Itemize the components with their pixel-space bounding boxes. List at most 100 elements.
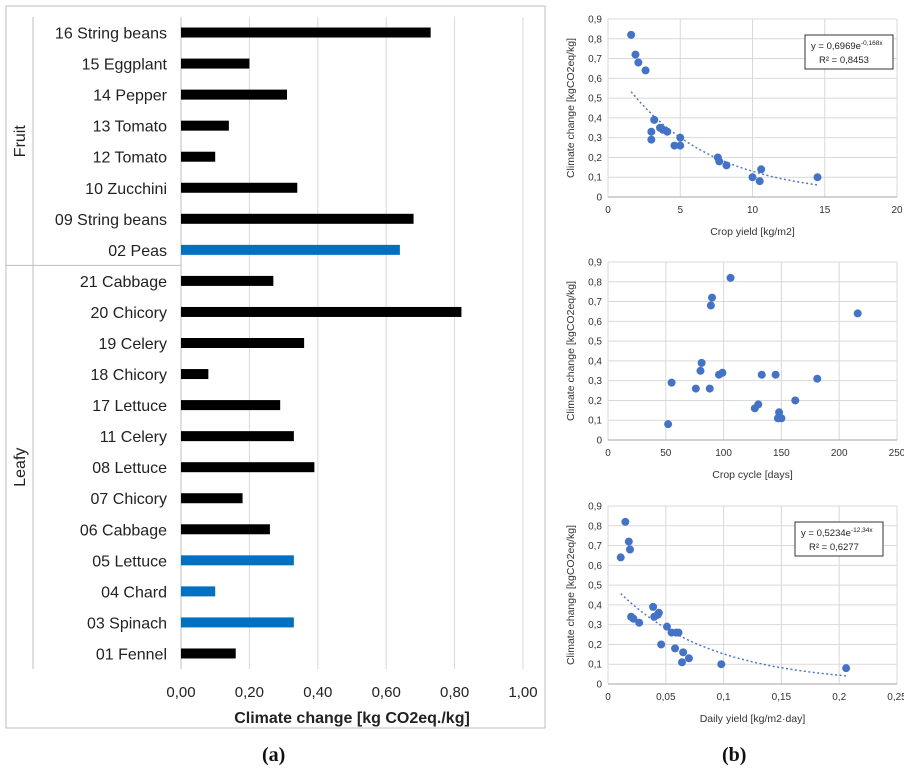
data-point bbox=[625, 545, 634, 554]
x-tick-label: 0,40 bbox=[303, 684, 332, 701]
data-point bbox=[663, 127, 672, 136]
data-point bbox=[621, 517, 630, 526]
y-tick-label: 0,7 bbox=[588, 54, 602, 65]
x-tick-label: 200 bbox=[831, 448, 848, 459]
data-point bbox=[813, 173, 822, 182]
x-tick-label: 250 bbox=[889, 448, 904, 459]
data-point bbox=[670, 141, 679, 150]
category-label: 06 Cabbage bbox=[80, 522, 167, 539]
data-point bbox=[616, 553, 625, 562]
bar bbox=[181, 244, 400, 255]
x-axis-title: Crop yield [kg/m2] bbox=[710, 226, 795, 238]
data-point bbox=[667, 378, 676, 387]
x-tick-label: 0,00 bbox=[166, 684, 195, 701]
data-point bbox=[726, 273, 735, 282]
chart-frame bbox=[5, 5, 546, 729]
y-axis-title: Climate change [kgCO2eq/kg] bbox=[565, 281, 577, 421]
data-point bbox=[662, 622, 671, 631]
trendline-equation: y = 0,5234e-12,34x bbox=[801, 527, 873, 539]
data-point bbox=[641, 66, 650, 75]
bar bbox=[181, 462, 315, 473]
category-label: 15 Eggplant bbox=[82, 57, 168, 74]
x-tick-label: 0,05 bbox=[656, 692, 676, 703]
x-tick-label: 0,25 bbox=[887, 692, 904, 703]
r-squared-label: R² = 0,8453 bbox=[819, 55, 869, 66]
category-label: 03 Spinach bbox=[87, 615, 167, 632]
x-tick-label: 1,00 bbox=[508, 684, 537, 701]
scatter-crop-cycle: 0 0,1 0,2 0,3 0,4 0,5 0,6 0,7 0,8 0,9 0 50 100 150 200… bbox=[565, 258, 904, 482]
data-point bbox=[674, 628, 683, 637]
category-label: 01 Fennel bbox=[96, 646, 167, 663]
data-point bbox=[708, 293, 717, 302]
bar bbox=[181, 89, 288, 100]
bar bbox=[181, 182, 298, 193]
y-tick-label: 0,8 bbox=[588, 521, 602, 532]
x-tick-label: 10 bbox=[747, 205, 759, 216]
x-tick-label: 100 bbox=[715, 448, 732, 459]
data-point bbox=[676, 141, 685, 150]
x-tick-label: 5 bbox=[677, 205, 683, 216]
bar bbox=[181, 275, 274, 286]
data-point bbox=[696, 366, 705, 375]
x-tick-label: 20 bbox=[891, 205, 903, 216]
data-point bbox=[771, 370, 780, 379]
y-tick-label: 0,5 bbox=[588, 337, 602, 348]
category-label: 13 Tomato bbox=[93, 119, 168, 136]
data-point bbox=[715, 157, 724, 166]
data-point bbox=[722, 161, 731, 170]
y-tick-label: 0,4 bbox=[588, 113, 602, 124]
category-label: 17 Lettuce bbox=[92, 398, 167, 415]
category-label: 10 Zucchini bbox=[85, 181, 167, 198]
data-point bbox=[664, 420, 673, 429]
scatter-crop-yield: 0 0,1 0,2 0,3 0,4 0,5 0,6 0,7 0,8 0,9 0 5 10 15 20 y = … bbox=[565, 15, 903, 239]
y-tick-label: 0,1 bbox=[588, 660, 602, 671]
y-tick-label: 0,2 bbox=[588, 640, 602, 651]
x-tick-label: 0,15 bbox=[772, 692, 792, 703]
bar bbox=[181, 524, 270, 535]
data-point bbox=[777, 414, 786, 423]
data-point bbox=[684, 654, 693, 663]
x-tick-label: 0,60 bbox=[372, 684, 401, 701]
category-label: 05 Lettuce bbox=[92, 553, 167, 570]
y-tick-label: 0,2 bbox=[588, 396, 602, 407]
x-tick-label: 0 bbox=[605, 692, 611, 703]
bar bbox=[181, 213, 414, 224]
category-label: 14 Pepper bbox=[93, 88, 168, 105]
data-point bbox=[676, 133, 685, 142]
bar bbox=[181, 58, 250, 69]
data-point bbox=[671, 644, 680, 653]
bar bbox=[181, 431, 294, 442]
category-label: 07 Chicory bbox=[91, 491, 167, 508]
data-point bbox=[755, 177, 764, 186]
x-axis-title: Daily yield [kg/m2·day] bbox=[700, 713, 806, 725]
bar bbox=[181, 586, 216, 597]
bar bbox=[181, 151, 216, 162]
data-point bbox=[813, 374, 822, 383]
data-point bbox=[757, 165, 766, 174]
data-point bbox=[717, 660, 726, 669]
y-tick-label: 0,3 bbox=[588, 620, 602, 631]
y-tick-label: 0,5 bbox=[588, 581, 602, 592]
y-tick-label: 0 bbox=[596, 436, 602, 447]
equation-box bbox=[804, 34, 894, 70]
data-point bbox=[647, 135, 656, 144]
data-point bbox=[718, 368, 727, 377]
bar-chart-climate-change-by-crop: 0,00 0,20 0,40 0,60 0,80 1,00 16 String beans 1… bbox=[5, 5, 546, 729]
y-tick-label: 0,3 bbox=[588, 133, 602, 144]
data-point bbox=[853, 309, 862, 318]
x-tick-label: 0 bbox=[605, 205, 611, 216]
data-point bbox=[654, 608, 663, 617]
y-tick-label: 0,6 bbox=[588, 317, 602, 328]
trendline bbox=[630, 91, 818, 186]
y-tick-label: 0 bbox=[596, 193, 602, 204]
data-point bbox=[635, 618, 644, 627]
equation-box bbox=[794, 521, 884, 557]
category-label: 19 Celery bbox=[99, 336, 167, 353]
scatter-daily-yield: 0 0,1 0,2 0,3 0,4 0,5 0,6 0,7 0,8 0,9 0 0,05 0,1 0,15… bbox=[565, 502, 904, 726]
y-tick-label: 0,8 bbox=[588, 34, 602, 45]
x-tick-label: 150 bbox=[773, 448, 790, 459]
category-label: 02 Peas bbox=[108, 243, 167, 260]
data-point bbox=[697, 358, 706, 367]
data-point bbox=[647, 127, 656, 136]
x-tick-label: 0,2 bbox=[832, 692, 846, 703]
